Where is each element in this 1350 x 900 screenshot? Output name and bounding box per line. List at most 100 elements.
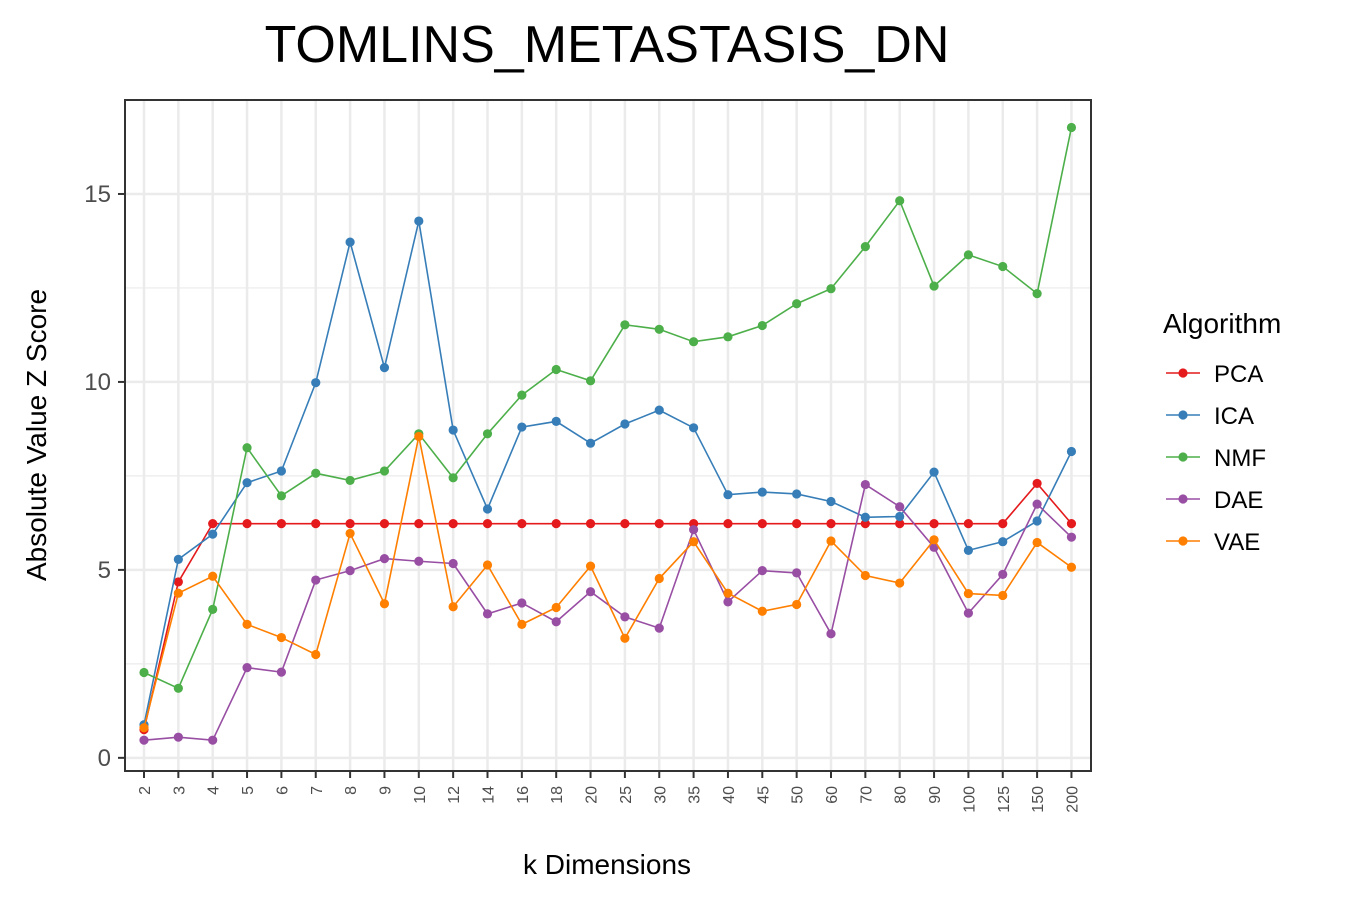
x-tick-label: 60 — [824, 786, 841, 804]
legend-item-nmf: NMF — [1166, 445, 1266, 472]
y-tick-label: 15 — [84, 181, 111, 208]
data-point-dae — [689, 525, 699, 535]
data-point-ica — [689, 423, 699, 433]
data-point-pca — [929, 519, 939, 529]
data-point-ica — [173, 554, 183, 564]
data-point-dae — [414, 556, 424, 566]
data-point-pca — [895, 519, 905, 529]
data-point-vae — [895, 578, 905, 588]
data-point-ica — [1066, 446, 1077, 457]
data-point-pca — [311, 519, 321, 529]
data-point-dae — [963, 608, 974, 618]
data-point-dae — [1032, 499, 1042, 509]
data-point-nmf — [448, 473, 458, 483]
series-vae — [139, 431, 1077, 733]
data-point-pca — [585, 519, 596, 529]
data-point-vae — [826, 536, 836, 546]
series-line-dae — [143, 483, 1073, 742]
data-point-pca — [654, 519, 664, 529]
series-pca — [139, 478, 1077, 735]
y-tick-label: 5 — [98, 557, 111, 584]
data-point-ica — [517, 422, 527, 432]
series-line-vae — [143, 436, 1072, 728]
data-point-dae — [826, 629, 836, 639]
data-point-pca — [826, 519, 836, 529]
y-axis: 0 5 10 15 — [84, 181, 125, 772]
legend-label: NMF — [1214, 445, 1266, 472]
data-point-dae — [311, 575, 321, 585]
data-point-pca — [963, 519, 974, 529]
series-nmf — [139, 122, 1077, 693]
data-point-ica — [551, 416, 561, 427]
data-point-ica — [414, 216, 424, 226]
data-point-vae — [139, 723, 149, 733]
data-point-nmf — [998, 261, 1008, 272]
data-point-nmf — [654, 324, 664, 334]
data-point-dae — [379, 554, 390, 564]
data-point-vae — [757, 606, 767, 616]
data-point-nmf — [895, 196, 905, 206]
data-point-vae — [173, 588, 183, 598]
data-point-ica — [276, 466, 286, 476]
legend-key-point — [1178, 410, 1188, 420]
x-tick-label: 12 — [446, 786, 463, 804]
data-point-ica — [860, 512, 870, 522]
data-point-vae — [311, 649, 321, 660]
x-tick-label: 18 — [549, 786, 566, 804]
x-tick-label: 100 — [961, 786, 978, 813]
data-point-ica — [723, 490, 733, 500]
series-line-pca — [143, 482, 1073, 730]
data-point-pca — [1066, 519, 1077, 529]
data-point-ica — [757, 487, 767, 497]
data-point-nmf — [723, 332, 733, 342]
data-point-nmf — [311, 468, 321, 478]
data-point-dae — [517, 598, 527, 608]
x-tick-label: 6 — [274, 786, 291, 795]
x-tick-label: 4 — [206, 786, 223, 795]
data-point-dae — [792, 568, 802, 578]
x-tick-label: 40 — [721, 786, 738, 804]
data-point-vae — [448, 602, 458, 612]
data-point-nmf — [860, 242, 870, 252]
x-tick-label: 2 — [137, 786, 154, 795]
series-layer — [139, 122, 1077, 745]
data-point-ica — [242, 478, 252, 488]
x-tick-label: 90 — [927, 786, 944, 804]
data-point-nmf — [757, 320, 767, 331]
x-tick-label: 3 — [171, 786, 188, 795]
data-point-dae — [1066, 532, 1077, 542]
legend-label: ICA — [1214, 403, 1254, 430]
x-tick-label: 16 — [515, 786, 532, 804]
data-point-pca — [620, 519, 630, 529]
x-tick-label: 5 — [240, 786, 257, 795]
data-point-dae — [208, 735, 218, 745]
data-point-pca — [414, 519, 424, 529]
data-point-nmf — [826, 284, 836, 294]
data-point-nmf — [620, 320, 630, 330]
data-point-pca — [998, 519, 1008, 529]
data-point-ica — [311, 378, 321, 388]
data-point-vae — [517, 619, 527, 629]
data-point-pca — [208, 519, 218, 529]
legend-label: VAE — [1214, 529, 1260, 556]
data-point-pca — [276, 519, 286, 529]
data-point-dae — [757, 566, 767, 576]
data-point-vae — [929, 535, 939, 545]
data-point-dae — [998, 569, 1008, 579]
plot-panel-border — [124, 99, 1092, 772]
x-tick-label: 10 — [412, 786, 429, 804]
series-line-ica — [143, 220, 1073, 725]
data-point-ica — [482, 504, 493, 514]
data-point-vae — [208, 571, 218, 581]
data-point-vae — [414, 431, 424, 442]
data-point-nmf — [139, 667, 149, 678]
series-ica — [139, 216, 1077, 730]
data-point-vae — [792, 599, 802, 610]
data-point-pca — [242, 519, 252, 529]
data-point-pca — [517, 519, 527, 529]
legend-label: PCA — [1214, 361, 1263, 388]
data-point-nmf — [345, 475, 355, 486]
data-point-ica — [448, 425, 458, 435]
data-point-nmf — [379, 466, 390, 476]
